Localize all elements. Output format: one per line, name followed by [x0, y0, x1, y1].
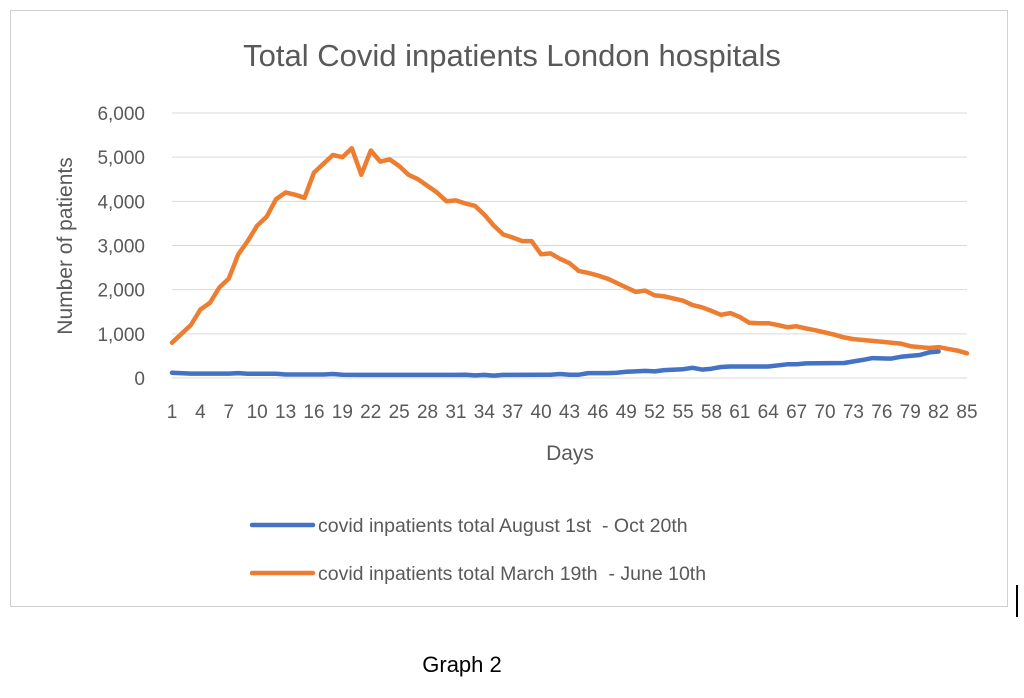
x-tick-label-7: 7 [223, 402, 234, 423]
y-tick-label-1000: 1,000 [97, 325, 145, 346]
x-tick-label-37: 37 [502, 402, 523, 423]
y-tick-label-0: 0 [134, 369, 145, 390]
x-tick-label-82: 82 [928, 402, 949, 423]
x-tick-label-43: 43 [559, 402, 580, 423]
legend-label-mar: covid inpatients total March 19th - June… [318, 563, 706, 585]
series-lines [169, 146, 970, 378]
x-tick-label-52: 52 [644, 402, 665, 423]
text-cursor [1016, 585, 1018, 617]
x-tick-label-46: 46 [587, 402, 608, 423]
x-tick-label-16: 16 [303, 402, 324, 423]
y-tick-label-5000: 5,000 [97, 148, 145, 169]
legend-label-aug: covid inpatients total August 1st - Oct … [318, 515, 688, 537]
graph-caption: Graph 2 [422, 652, 502, 677]
x-tick-label-19: 19 [332, 402, 353, 423]
x-tick-label-64: 64 [758, 402, 780, 423]
x-tick-label-40: 40 [531, 402, 552, 423]
x-tick-label-49: 49 [616, 402, 637, 423]
x-tick-label-13: 13 [275, 402, 296, 423]
x-tick-label-76: 76 [871, 402, 892, 423]
x-tick-label-31: 31 [445, 402, 466, 423]
legend: covid inpatients total August 1st - Oct … [249, 515, 706, 585]
chart-title: Total Covid inpatients London hospitals [243, 38, 781, 73]
x-tick-label-34: 34 [474, 402, 496, 423]
y-axis-label: Number of patients [54, 157, 77, 334]
x-tick-label-67: 67 [786, 402, 807, 423]
y-tick-label-6000: 6,000 [97, 104, 145, 125]
x-axis-label: Days [546, 442, 594, 465]
x-tick-label-79: 79 [900, 402, 921, 423]
x-tick-label-1: 1 [167, 402, 178, 423]
x-tick-label-58: 58 [701, 402, 722, 423]
x-tick-label-73: 73 [843, 402, 864, 423]
x-axis-ticks: 1 4 7 10 13 16 19 22 25 28 31 34 37 40 43 46 49 52 55 58 61 6… [167, 402, 978, 423]
x-tick-label-22: 22 [360, 402, 381, 423]
y-tick-label-2000: 2,000 [97, 281, 145, 302]
x-tick-label-55: 55 [673, 402, 694, 423]
x-tick-label-85: 85 [956, 402, 977, 423]
x-tick-label-70: 70 [814, 402, 835, 423]
x-tick-label-28: 28 [417, 402, 438, 423]
x-tick-label-61: 61 [729, 402, 750, 423]
chart-area [10, 10, 1008, 607]
x-tick-label-4: 4 [195, 402, 206, 423]
x-tick-label-10: 10 [247, 402, 268, 423]
x-tick-label-25: 25 [389, 402, 410, 423]
y-axis-ticks: 0 1,000 2,000 3,000 4,000 5,000 6,000 [97, 104, 145, 390]
series-line-mar-jun [169, 146, 970, 356]
y-tick-label-3000: 3,000 [97, 237, 145, 258]
series-line-aug-oct [169, 349, 941, 378]
y-tick-label-4000: 4,000 [97, 192, 145, 213]
